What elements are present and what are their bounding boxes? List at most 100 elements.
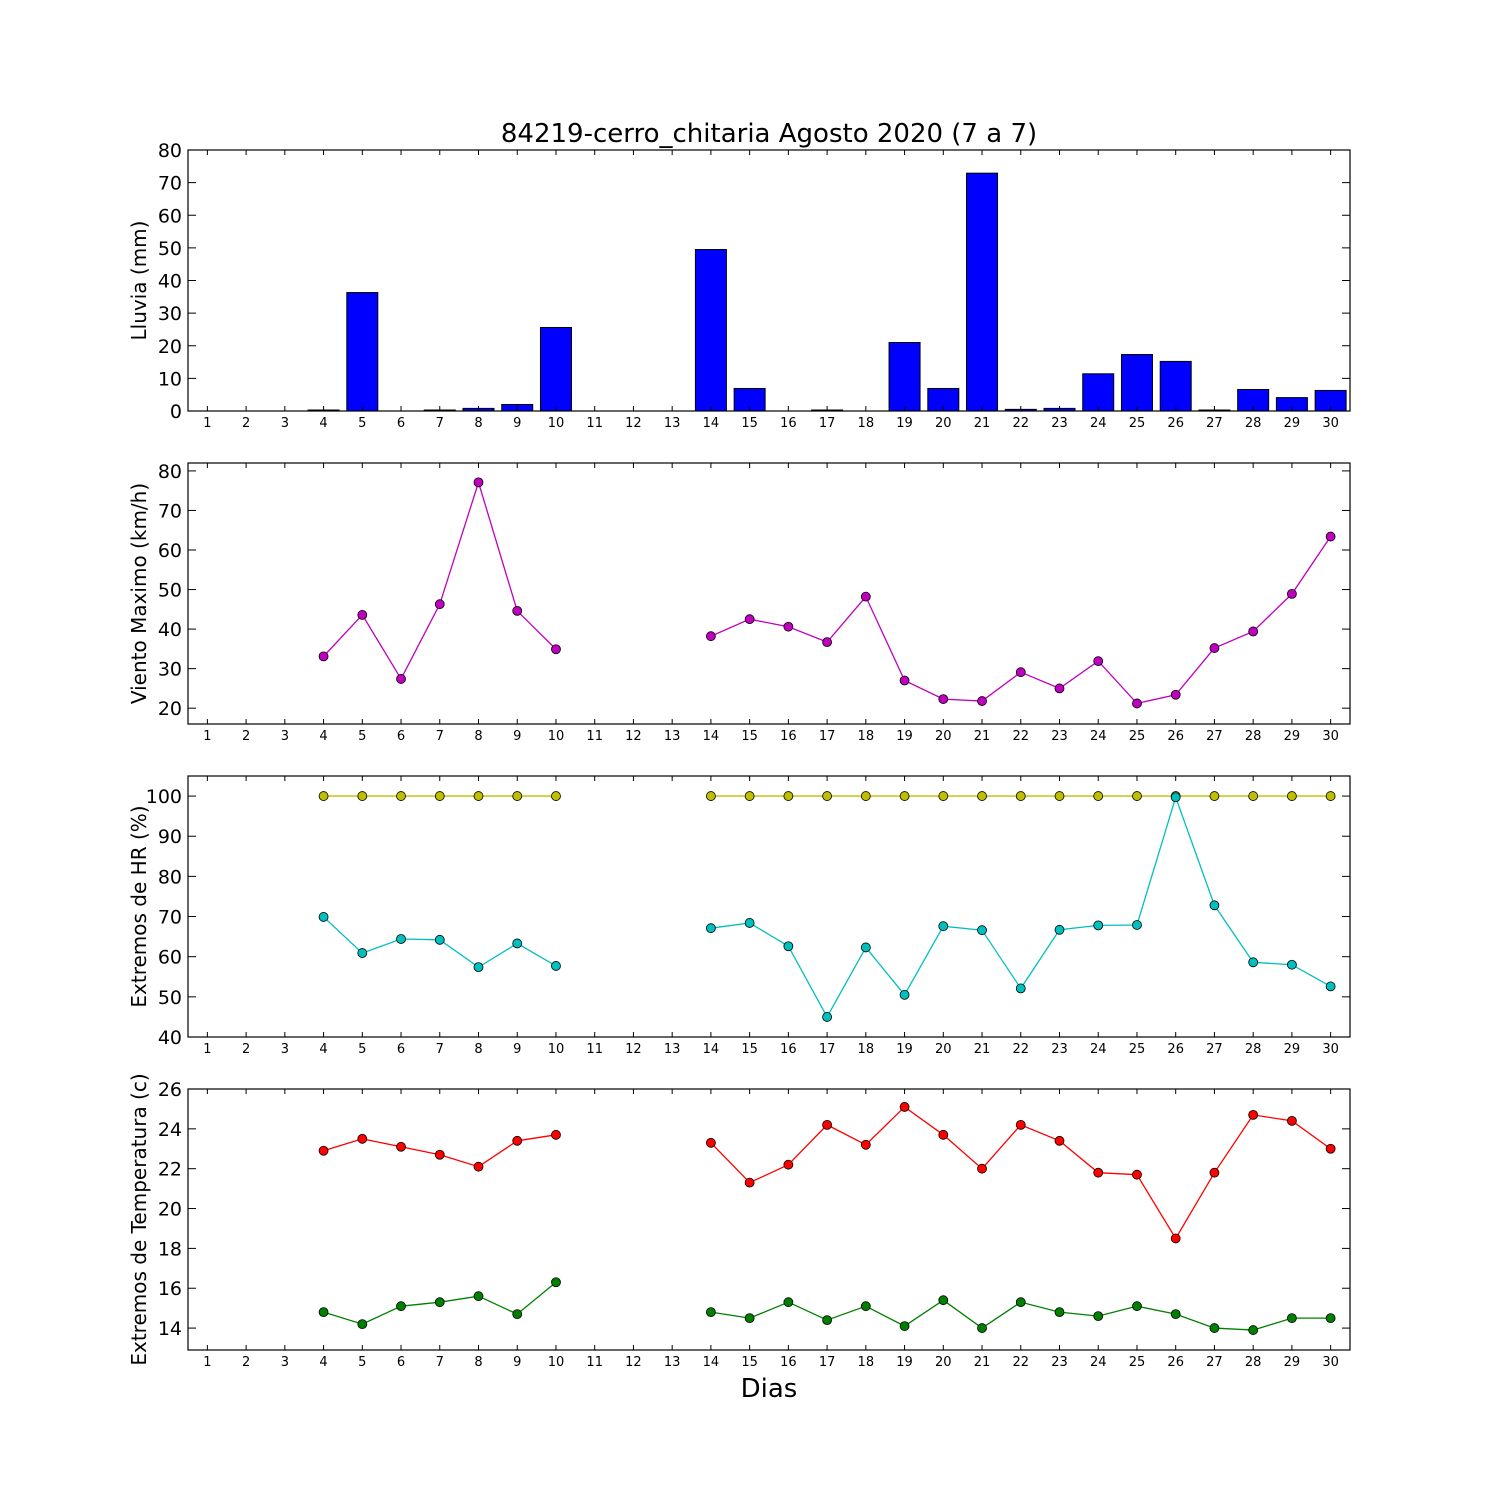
y-tick-label: 30 bbox=[158, 303, 182, 325]
x-tick-label: 25 bbox=[1129, 729, 1146, 744]
panel-1: 1 2 3 4 5 6 7 8 9 10 11 12 13 14 15 16 17 18 19 20 21 22 23 24 2… bbox=[127, 140, 1351, 431]
x-tick-label: 30 bbox=[1322, 1355, 1339, 1370]
y-tick-label: 10 bbox=[158, 368, 182, 390]
series-1-point-day-15 bbox=[744, 791, 755, 801]
x-tick-label: 1 bbox=[203, 1355, 211, 1370]
series-1-point-day-29 bbox=[1287, 589, 1297, 599]
series-2-point-day-7 bbox=[434, 934, 445, 945]
series-2-point-day-4 bbox=[318, 1307, 329, 1318]
y-tick-label: 14 bbox=[158, 1318, 182, 1340]
series-2-point-day-30 bbox=[1325, 981, 1336, 992]
x-tick-label: 1 bbox=[203, 416, 211, 431]
series-2-point-day-24 bbox=[1093, 1311, 1104, 1322]
x-tick-label: 13 bbox=[664, 1355, 681, 1370]
x-tick-label: 13 bbox=[664, 729, 681, 744]
x-tick-label: 28 bbox=[1245, 1355, 1262, 1370]
series-1-point-day-19 bbox=[899, 791, 910, 801]
plot-frame bbox=[187, 775, 1351, 1038]
series-1-point-day-17 bbox=[822, 791, 832, 801]
series-1-point-day-22 bbox=[1015, 791, 1026, 801]
series-2-point-day-10 bbox=[551, 961, 561, 971]
series-2-point-day-14 bbox=[706, 1307, 716, 1318]
x-tick-label: 6 bbox=[397, 416, 405, 431]
x-tick-label: 28 bbox=[1245, 1042, 1262, 1057]
y-tick-label: 20 bbox=[158, 698, 182, 720]
series-1-point-day-14 bbox=[706, 1137, 716, 1148]
series-1-point-day-22 bbox=[1015, 1119, 1026, 1130]
x-tick-label: 24 bbox=[1090, 416, 1107, 431]
x-tick-label: 25 bbox=[1129, 1355, 1146, 1370]
x-tick-label: 22 bbox=[1012, 729, 1029, 744]
series-1-point-day-24 bbox=[1093, 656, 1104, 667]
series-1-point-day-16 bbox=[783, 621, 794, 632]
series-1-line-segment-1 bbox=[323, 480, 557, 681]
x-tick-label: 16 bbox=[780, 1355, 797, 1370]
y-tick-label: 50 bbox=[158, 580, 182, 602]
series-2-point-day-19 bbox=[899, 989, 910, 1000]
y-tick-label: 50 bbox=[158, 238, 182, 260]
series-1-point-day-7 bbox=[434, 791, 445, 801]
series-1-point-day-20 bbox=[938, 791, 949, 801]
x-tick-label: 9 bbox=[513, 1355, 521, 1370]
x-tick-label: 15 bbox=[741, 1355, 758, 1370]
series-2-point-day-23 bbox=[1054, 1307, 1065, 1318]
x-tick-label: 8 bbox=[474, 1355, 482, 1370]
x-tick-label: 19 bbox=[896, 729, 913, 744]
x-tick-label: 7 bbox=[436, 1355, 444, 1370]
series-2-point-day-10 bbox=[551, 1277, 561, 1288]
x-tick-label: 16 bbox=[780, 1042, 797, 1057]
y-tick-label: 0 bbox=[170, 401, 182, 423]
x-tick-label: 9 bbox=[513, 1042, 521, 1057]
y-tick-label: 70 bbox=[158, 907, 182, 929]
y-tick-label: 50 bbox=[158, 987, 182, 1009]
x-tick-label: 29 bbox=[1284, 416, 1301, 431]
series-1-point-day-18 bbox=[860, 791, 871, 801]
x-tick-label: 21 bbox=[974, 416, 991, 431]
series-1-point-day-16 bbox=[783, 1159, 794, 1170]
series-1-point-day-25 bbox=[1132, 1169, 1142, 1180]
series-1-point-day-28 bbox=[1248, 1110, 1259, 1120]
x-tick-label: 7 bbox=[436, 729, 444, 744]
series-1-point-day-27 bbox=[1209, 791, 1220, 801]
y-tick-label: 70 bbox=[158, 173, 182, 195]
y-tick-label: 60 bbox=[158, 205, 182, 227]
series-2-point-day-21 bbox=[977, 925, 987, 936]
series-2-point-day-23 bbox=[1054, 924, 1065, 935]
x-tick-label: 17 bbox=[819, 1355, 836, 1370]
series-1-point-day-17 bbox=[822, 637, 832, 648]
series-2-point-day-6 bbox=[396, 934, 406, 944]
bar-day-5 bbox=[346, 292, 379, 412]
x-tick-label: 30 bbox=[1322, 729, 1339, 744]
x-tick-label: 30 bbox=[1322, 416, 1339, 431]
x-tick-label: 3 bbox=[281, 1355, 289, 1370]
series-1-point-day-24 bbox=[1093, 1167, 1104, 1178]
x-tick-label: 4 bbox=[319, 416, 327, 431]
series-1-point-day-10 bbox=[551, 644, 561, 655]
series-2-point-day-28 bbox=[1248, 1325, 1259, 1335]
series-1-point-day-15 bbox=[744, 1177, 755, 1188]
x-tick-label: 7 bbox=[436, 416, 444, 431]
y-tick-label: 16 bbox=[158, 1278, 182, 1300]
x-tick-label: 2 bbox=[242, 1042, 250, 1057]
series-1-point-day-8 bbox=[473, 477, 484, 488]
x-tick-label: 10 bbox=[548, 1042, 565, 1057]
x-tick-label: 27 bbox=[1206, 1042, 1223, 1057]
bar-day-19 bbox=[888, 341, 921, 412]
x-tick-label: 15 bbox=[741, 729, 758, 744]
x-tick-label: 20 bbox=[935, 729, 952, 744]
series-1-point-day-6 bbox=[396, 674, 406, 684]
y-tick-label: 40 bbox=[158, 619, 182, 641]
series-1-point-day-4 bbox=[318, 791, 329, 801]
x-tick-label: 11 bbox=[586, 1042, 603, 1057]
series-2-point-day-26 bbox=[1170, 792, 1181, 803]
x-tick-label: 22 bbox=[1012, 416, 1029, 431]
x-tick-label: 20 bbox=[935, 1042, 952, 1057]
series-1-point-day-24 bbox=[1093, 791, 1104, 801]
x-tick-label: 14 bbox=[703, 416, 720, 431]
series-1-point-day-5 bbox=[357, 791, 368, 801]
series-1-point-day-17 bbox=[822, 1119, 832, 1130]
x-tick-label: 5 bbox=[358, 416, 366, 431]
x-tick-label: 8 bbox=[474, 729, 482, 744]
x-tick-label: 4 bbox=[319, 729, 327, 744]
series-1-point-day-20 bbox=[938, 694, 949, 704]
